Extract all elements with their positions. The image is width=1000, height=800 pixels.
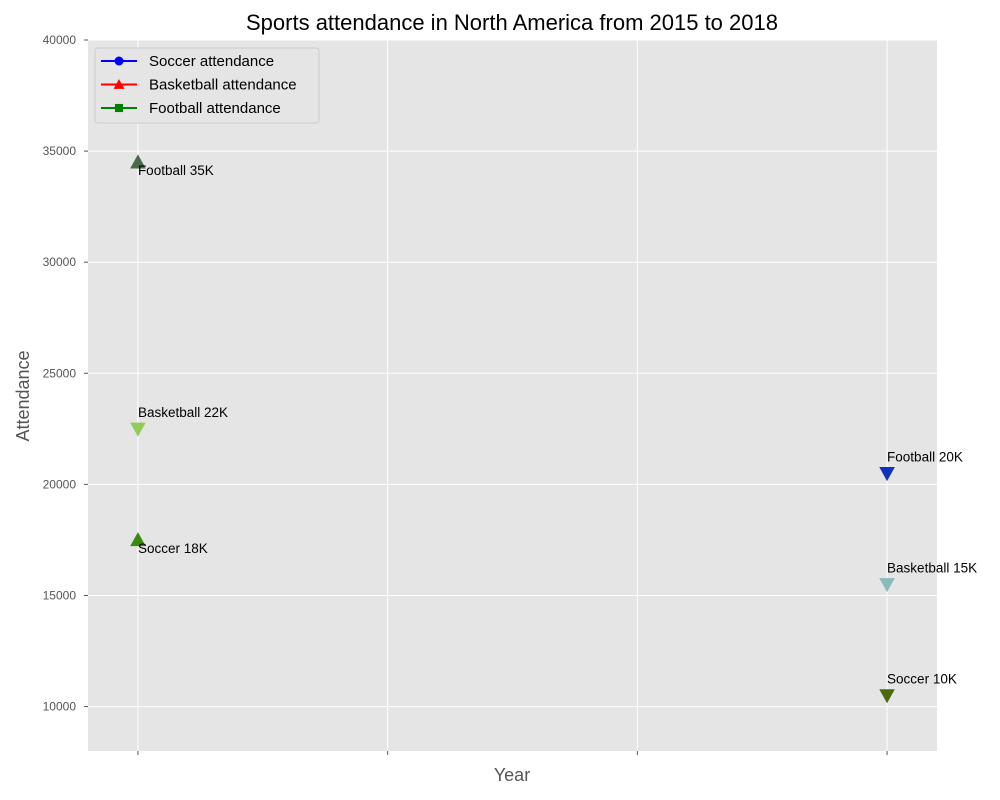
data-labels: Football 35K Basketball 22K Soccer 18K Foot…: [138, 163, 977, 686]
y-tick-label: 15000: [43, 588, 77, 602]
y-axis-label: Attendance: [13, 350, 33, 441]
y-tick-label: 10000: [43, 700, 77, 714]
data-label: Football 20K: [887, 449, 963, 464]
legend-box: [94, 47, 320, 124]
y-axis-ticks: 10000 15000 20000 25000 30000 35000 40000: [43, 33, 88, 714]
data-label: Basketball 15K: [887, 560, 977, 575]
chart-title: Sports attendance in North America from …: [246, 10, 778, 35]
x-axis-ticks: [137, 751, 888, 755]
data-point: [130, 154, 146, 169]
legend-marker: [114, 56, 124, 66]
data-label: Basketball 22K: [138, 405, 228, 420]
legend-entry: Soccer attendance: [149, 53, 274, 70]
data-point: [130, 422, 146, 437]
legend-marker: [113, 79, 125, 89]
data-label: Football 35K: [138, 163, 214, 178]
y-tick-label: 40000: [43, 33, 77, 47]
data-point: [879, 467, 895, 482]
legend-entry: Basketball attendance: [149, 77, 297, 94]
plot-area: [88, 40, 937, 751]
data-point: [879, 689, 895, 704]
data-label: Soccer 18K: [138, 541, 208, 556]
x-axis-label: Year: [494, 765, 530, 785]
legend-marker: [114, 103, 124, 113]
data-points: [130, 154, 895, 704]
legend-entry: Football attendance: [149, 100, 281, 117]
y-tick-label: 25000: [43, 366, 77, 380]
data-point: [130, 532, 146, 547]
y-tick-label: 20000: [43, 477, 77, 491]
data-label: Soccer 10K: [887, 671, 957, 686]
legend: Soccer attendance Basketball attendance Fo…: [94, 47, 320, 124]
grid-lines: [88, 39, 937, 751]
y-tick-label: 35000: [43, 144, 77, 158]
data-point: [879, 578, 895, 593]
y-tick-label: 30000: [43, 255, 77, 269]
